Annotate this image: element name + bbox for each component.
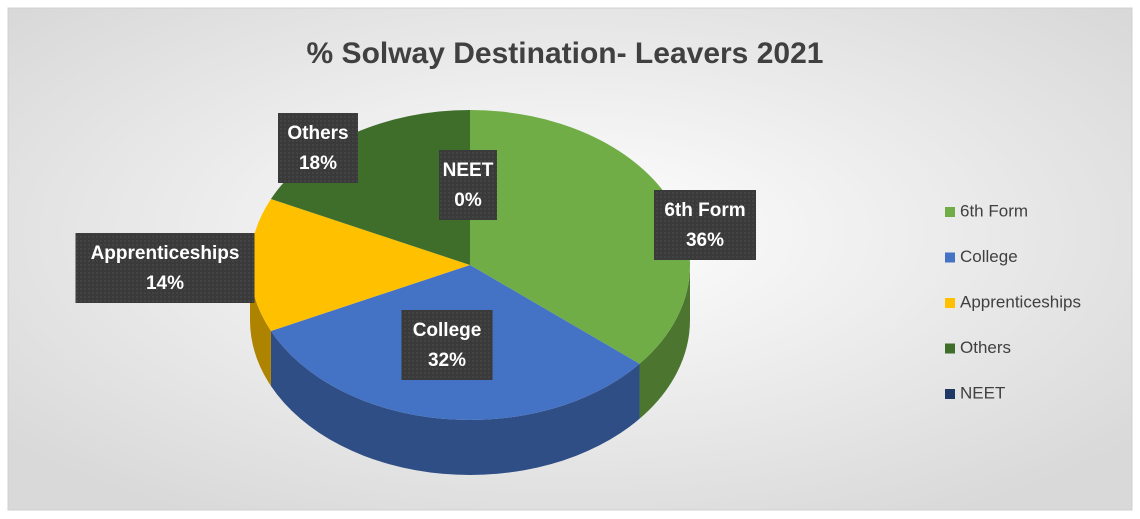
label-category: NEET [443,160,494,181]
label-value: 0% [454,190,482,211]
label-value: 18% [299,153,337,174]
label-box [75,233,255,303]
label-category: Others [287,123,348,144]
slice-side [639,265,690,419]
label-box [439,150,497,220]
label-value: 14% [146,273,184,294]
data-labels: 6th Form 36% College 32% Apprenticeships 14% O… [75,113,756,380]
legend-swatch [945,343,955,354]
label-box [654,190,756,260]
legend-label: Others [960,338,1011,357]
chart-title: % Solway Destination- Leavers 2021 [307,37,824,70]
legend-label: 6th Form [960,201,1028,220]
legend: 6th Form College Apprenticeships Others NEET [945,201,1081,402]
label-category: Apprenticeships [91,243,240,264]
label-box [401,310,493,380]
label-category: 6th Form [664,200,745,221]
slice [249,199,470,331]
label-value: 36% [686,230,724,251]
slice [270,110,470,265]
legend-swatch [945,389,955,399]
slice-side [270,330,640,475]
legend-swatch [945,298,955,308]
label-category: College [413,320,482,341]
slice [470,110,690,364]
legend-swatch [945,252,955,263]
legend-label: College [960,247,1018,266]
slice-side [250,265,271,386]
legend-swatch [945,207,955,217]
legend-label: NEET [960,383,1005,402]
legend-label: Apprenticeships [960,292,1081,311]
label-value: 32% [428,350,466,371]
label-box [278,113,358,183]
